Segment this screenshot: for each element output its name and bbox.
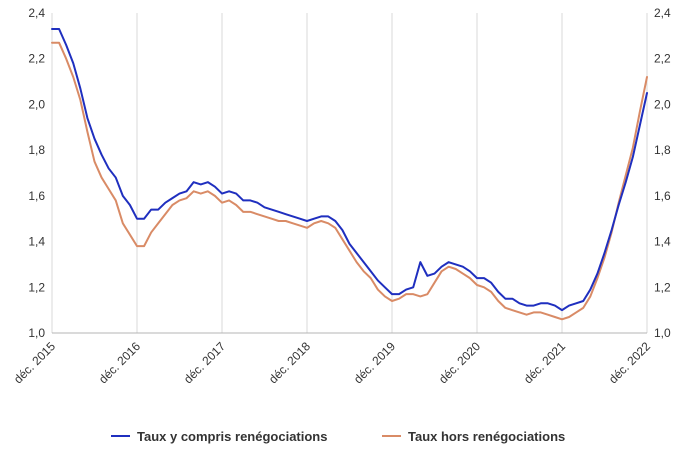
y-tick-label-right: 1,2 [654, 280, 671, 294]
y-tick-label-left: 1,4 [28, 235, 45, 249]
series-layer [51, 28, 648, 321]
y-tick-label-left: 1,8 [28, 143, 45, 157]
y-tick-label-left: 1,6 [28, 189, 45, 203]
series-line-2 [51, 41, 648, 321]
series-line-1 [51, 28, 648, 312]
y-tick-label-right: 2,0 [654, 97, 671, 111]
x-tick-label: déc. 2022 [606, 339, 653, 386]
y-tick-label-left: 1,2 [28, 280, 45, 294]
y-tick-label-right: 2,2 [654, 52, 671, 66]
legend-item-2[interactable]: Taux hors renégociations [382, 429, 565, 444]
axis-layer: 1,0 1,0 1,2 1,2 1,4 1,4 1,6 1,6 1,8 1,8 2,0 2,0 2,2 2… [11, 6, 671, 386]
x-tick-label: déc. 2021 [521, 339, 568, 386]
y-tick-label-left: 2,2 [28, 52, 45, 66]
x-tick-label: déc. 2020 [436, 339, 483, 386]
legend-label: Taux hors renégociations [408, 429, 565, 444]
legend-item-1[interactable]: Taux y compris renégociations [111, 429, 327, 444]
y-tick-label-right: 2,4 [654, 6, 671, 20]
legend[interactable]: Taux y compris renégociations Taux hors r… [111, 429, 565, 444]
x-tick-label: déc. 2016 [96, 339, 143, 386]
y-tick-label-left: 1,0 [28, 326, 45, 340]
y-tick-label-left: 2,4 [28, 6, 45, 20]
legend-label: Taux y compris renégociations [137, 429, 327, 444]
y-tick-label-right: 1,0 [654, 326, 671, 340]
y-tick-label-right: 1,6 [654, 189, 671, 203]
grid-layer [51, 13, 648, 333]
x-tick-label: déc. 2019 [351, 339, 398, 386]
y-tick-label-right: 1,8 [654, 143, 671, 157]
y-tick-label-left: 2,0 [28, 97, 45, 111]
x-tick-label: déc. 2015 [11, 339, 58, 386]
x-tick-label: déc. 2018 [266, 339, 313, 386]
x-tick-label: déc. 2017 [181, 339, 228, 386]
y-tick-label-right: 1,4 [654, 235, 671, 249]
